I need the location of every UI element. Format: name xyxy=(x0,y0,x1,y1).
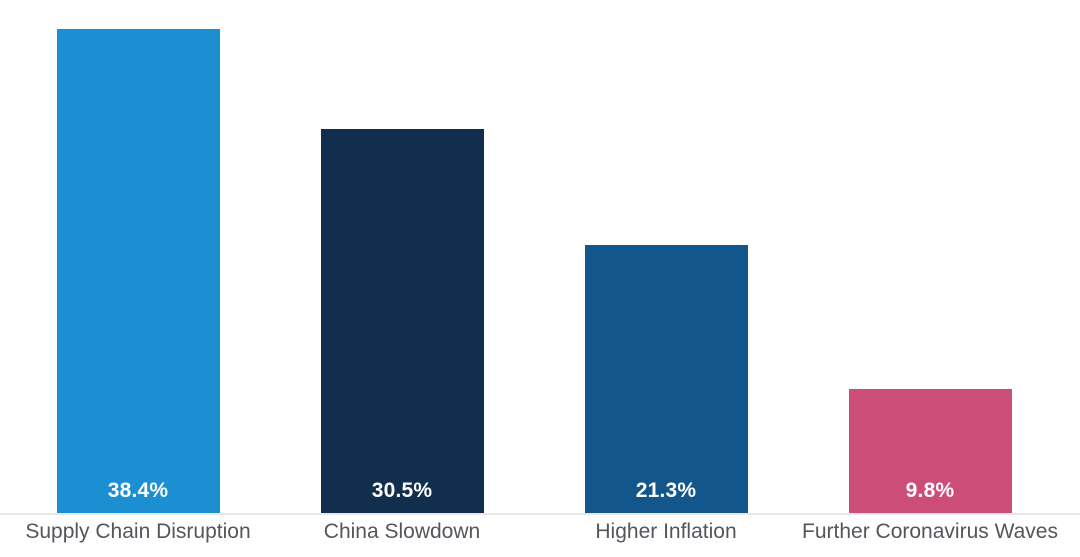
bar-further-coronavirus-waves: 9.8% xyxy=(848,389,1012,513)
x-axis-line xyxy=(0,513,1080,515)
bar-column-further-coronavirus-waves: 9.8% xyxy=(798,389,1062,513)
category-label-china-slowdown: China Slowdown xyxy=(323,520,481,543)
bar-supply-chain-disruption: 38.4% xyxy=(56,29,220,513)
value-label-further-coronavirus-waves: 9.8% xyxy=(905,479,955,502)
bar-higher-inflation: 21.3% xyxy=(584,245,748,513)
bar-column-higher-inflation: 21.3% xyxy=(534,245,798,513)
category-labels-row: Supply Chain Disruption China Slowdown Hig… xyxy=(0,518,1080,557)
value-label-china-slowdown: 30.5% xyxy=(371,479,433,502)
bar-column-china-slowdown: 30.5% xyxy=(270,129,534,513)
plot-area: 38.4% 30.5% 21.3% 9.8% xyxy=(6,29,1062,513)
bar-column-supply-chain-disruption: 38.4% xyxy=(6,29,270,513)
category-label-further-coronavirus-waves: Further Coronavirus Waves xyxy=(802,520,1058,543)
value-label-supply-chain-disruption: 38.4% xyxy=(107,479,169,502)
category-label-supply-chain-disruption: Supply Chain Disruption xyxy=(25,520,251,543)
value-label-higher-inflation: 21.3% xyxy=(635,479,697,502)
bar-china-slowdown: 30.5% xyxy=(320,129,484,513)
category-label-higher-inflation: Higher Inflation xyxy=(595,520,737,543)
